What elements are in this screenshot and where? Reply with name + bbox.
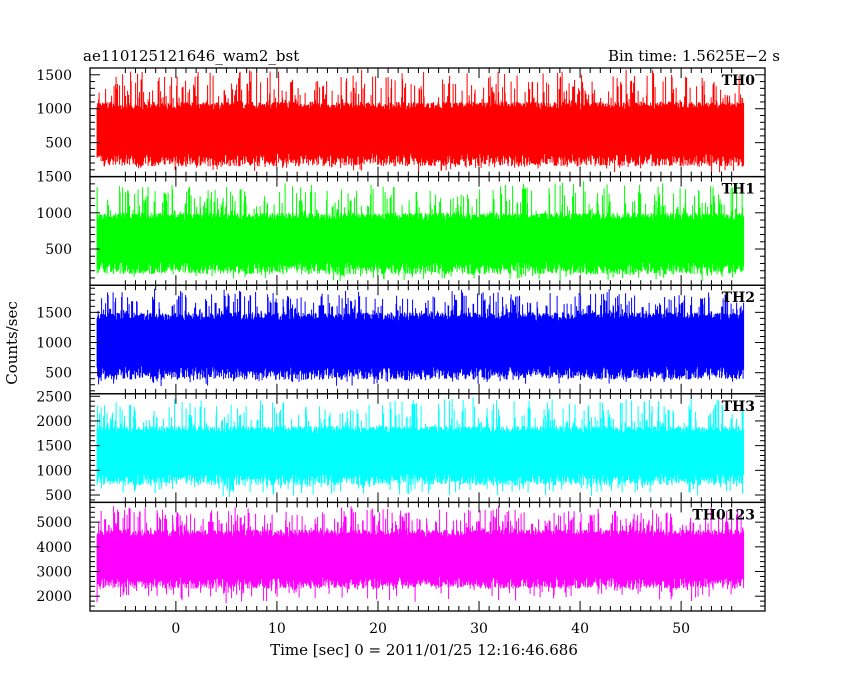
y-tick-label: 1500	[36, 170, 72, 186]
y-tick-label: 500	[45, 136, 72, 152]
panel-th1: 500 1000 1500 TH1	[36, 170, 766, 286]
panel-label: TH2	[722, 290, 755, 306]
x-tick-label: 10	[268, 621, 286, 637]
series-th1	[96, 181, 745, 282]
y-tick-label: 1000	[36, 336, 72, 352]
panel-label: TH1	[722, 182, 755, 198]
x-tick-label: 20	[369, 621, 387, 637]
panel-th2: 500 1000 1500 TH2	[36, 284, 766, 395]
panel-th0123: 2000 3000 4000 5000 TH0123	[36, 501, 766, 612]
x-tick-label: 40	[571, 621, 589, 637]
y-tick-label: 1500	[36, 439, 72, 455]
panel-th0: 500 1000 1500 TH0	[36, 67, 766, 178]
y-tick-label: 1000	[36, 206, 72, 222]
y-tick-label: 2500	[36, 389, 72, 405]
y-tick-label: 1000	[36, 102, 72, 118]
panel-th3: 500 1000 1500 2000 2500 TH3	[36, 389, 766, 504]
bin-time-label: Bin time: 1.5625E−2 s	[608, 47, 780, 65]
y-tick-label: 1500	[36, 305, 72, 321]
series-th0	[96, 69, 745, 173]
y-tick-label: 3000	[36, 565, 72, 581]
x-tick-label: 30	[470, 621, 488, 637]
y-axis-label: Counts/sec	[3, 301, 21, 385]
series-th2	[96, 288, 745, 386]
x-tick-label: 0	[171, 621, 180, 637]
y-tick-label: 1500	[36, 68, 72, 84]
panel-label: TH0	[722, 73, 756, 89]
y-tick-label: 2000	[36, 414, 72, 430]
x-axis-label: Time [sec] 0 = 2011/01/25 12:16:46.686	[270, 641, 578, 659]
y-tick-label: 2000	[36, 589, 72, 605]
x-tick-label: 50	[672, 621, 690, 637]
y-tick-label: 500	[45, 242, 72, 258]
series-th0123	[96, 506, 745, 604]
y-tick-label: 4000	[36, 540, 72, 556]
y-tick-label: 5000	[36, 515, 72, 531]
y-tick-label: 500	[45, 488, 72, 504]
y-tick-label: 500	[45, 366, 72, 382]
chart-title: ae110125121646_wam2_bst	[83, 47, 299, 65]
panel-label: TH0123	[692, 507, 755, 523]
panel-label: TH3	[722, 399, 755, 415]
y-tick-label: 1000	[36, 463, 72, 479]
series-th3	[96, 396, 745, 497]
